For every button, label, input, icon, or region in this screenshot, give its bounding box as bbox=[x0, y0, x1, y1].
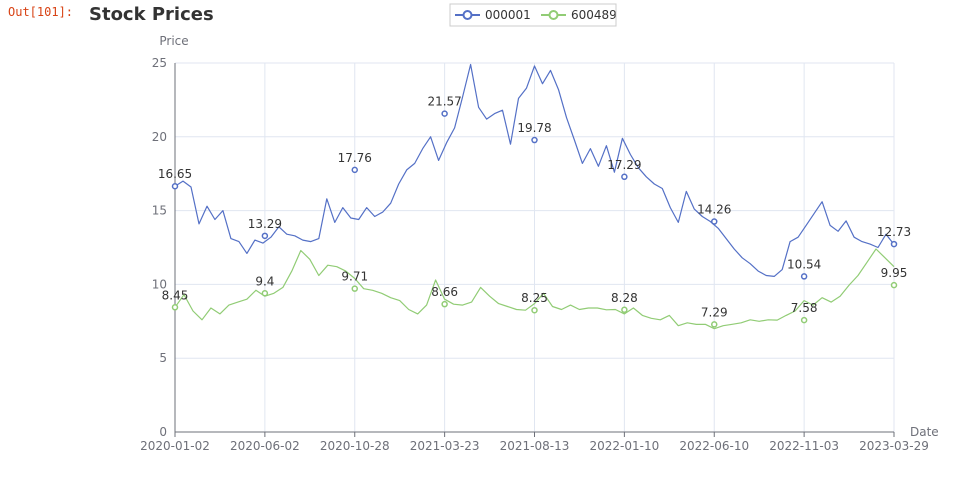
data-point-marker[interactable] bbox=[621, 306, 628, 314]
data-point-marker[interactable] bbox=[621, 173, 628, 181]
y-tick-label: 20 bbox=[152, 130, 167, 144]
data-label: 21.57 bbox=[427, 95, 461, 109]
data-point-marker[interactable] bbox=[711, 218, 718, 225]
legend-item-000001[interactable]: 000001 bbox=[455, 8, 531, 22]
y-tick-label: 25 bbox=[152, 56, 167, 70]
x-tick-label: 2020-06-02 bbox=[230, 439, 300, 453]
chart-title: Stock Prices bbox=[89, 4, 214, 25]
data-point-marker[interactable] bbox=[351, 285, 358, 292]
cell-output-prompt: Out[101]: bbox=[8, 5, 74, 19]
data-point-marker[interactable] bbox=[890, 281, 898, 289]
data-label: 7.29 bbox=[701, 305, 728, 319]
data-label: 13.29 bbox=[248, 217, 282, 231]
data-label: 17.76 bbox=[338, 151, 372, 165]
x-tick-label: 2022-11-03 bbox=[769, 439, 839, 453]
data-point-marker[interactable] bbox=[890, 240, 898, 248]
data-point-marker[interactable] bbox=[800, 316, 808, 324]
y-tick-label: 5 bbox=[159, 351, 167, 365]
data-point-marker[interactable] bbox=[441, 300, 448, 308]
grid-lines bbox=[174, 62, 895, 432]
legend-item-600489[interactable]: 600489 bbox=[541, 8, 617, 22]
legend-marker bbox=[462, 10, 473, 20]
y-tick-label: 10 bbox=[152, 277, 167, 291]
data-point-marker[interactable] bbox=[351, 166, 358, 174]
axes: 0 5 10 15 20 25 2020-01-02 2020-06-02 2020-10-28… bbox=[140, 56, 929, 453]
y-tick-label: 0 bbox=[159, 425, 167, 439]
data-point-marker[interactable] bbox=[441, 110, 448, 117]
data-label: 9.71 bbox=[341, 270, 368, 284]
x-tick-label: 2023-03-29 bbox=[859, 439, 929, 453]
x-tick-label: 2021-03-23 bbox=[410, 439, 480, 453]
legend: 000001 600489 bbox=[449, 3, 617, 27]
data-point-marker[interactable] bbox=[711, 321, 718, 328]
data-label: 10.54 bbox=[787, 257, 821, 271]
x-tick-label: 2020-01-02 bbox=[140, 439, 210, 453]
data-point-marker[interactable] bbox=[171, 304, 179, 311]
legend-label: 600489 bbox=[571, 8, 617, 22]
data-point-marker[interactable] bbox=[171, 182, 179, 190]
data-point-marker[interactable] bbox=[531, 136, 538, 144]
legend-border bbox=[449, 3, 617, 27]
x-tick-label: 2022-06-10 bbox=[679, 439, 749, 453]
data-label: 7.58 bbox=[791, 301, 818, 315]
data-point-marker[interactable] bbox=[261, 290, 269, 297]
data-label: 9.95 bbox=[881, 266, 908, 280]
data-label: 14.26 bbox=[697, 203, 731, 217]
data-point-marker[interactable] bbox=[261, 232, 269, 240]
x-tick-label: 2021-08-13 bbox=[500, 439, 570, 453]
data-point-marker[interactable] bbox=[800, 273, 808, 280]
data-label: 8.28 bbox=[611, 291, 638, 305]
data-label: 9.4 bbox=[255, 274, 274, 288]
data-point-marker[interactable] bbox=[531, 306, 538, 314]
data-label: 12.73 bbox=[877, 225, 911, 239]
series-line-600489 bbox=[174, 248, 895, 330]
series-lines bbox=[174, 63, 895, 330]
x-tick-label: 2020-10-28 bbox=[320, 439, 390, 453]
data-label: 16.65 bbox=[158, 167, 192, 181]
data-label: 8.45 bbox=[162, 288, 189, 302]
series-line-000001 bbox=[174, 63, 895, 277]
legend-label: 000001 bbox=[485, 8, 531, 22]
y-axis-title: Price bbox=[159, 34, 188, 48]
data-labels: 16.65 13.29 17.76 21.57 19.78 17.29 14.26 10.54… bbox=[158, 95, 911, 320]
data-label: 17.29 bbox=[607, 158, 641, 172]
y-tick-label: 15 bbox=[152, 204, 167, 218]
data-label: 8.25 bbox=[521, 291, 548, 305]
series-markers bbox=[171, 110, 898, 328]
data-label: 19.78 bbox=[517, 121, 551, 135]
data-label: 8.66 bbox=[431, 285, 458, 299]
x-axis-title: Date bbox=[910, 425, 939, 439]
x-tick-label: 2022-01-10 bbox=[590, 439, 660, 453]
legend-marker bbox=[548, 10, 559, 20]
